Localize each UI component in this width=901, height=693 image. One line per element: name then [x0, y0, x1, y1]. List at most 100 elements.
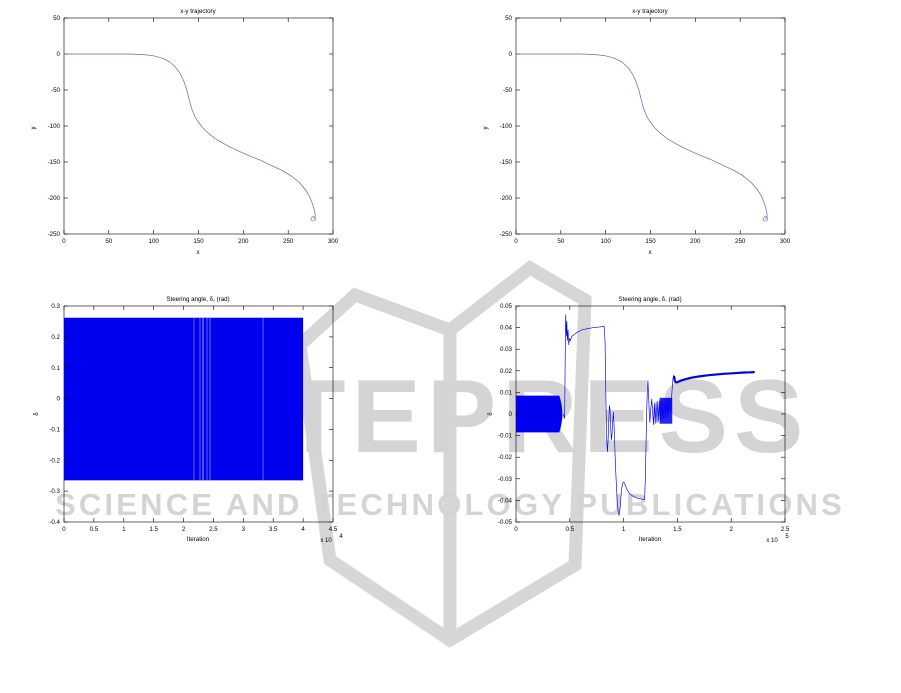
x-tick-label: 2: [729, 526, 733, 533]
x-tick-label: 1: [622, 526, 626, 533]
chart-title: x-y trajectory: [632, 8, 668, 15]
y-axis-label: δ: [487, 412, 494, 416]
y-tick-label: 0.3: [51, 303, 60, 310]
y-tick-labels: 0.05 0.04 0.03 0.02 0.01 0 -0.01 -0.02 -0.03 -0.0…: [498, 303, 513, 526]
x-tick-label: 4.5: [329, 526, 338, 533]
x-tick-label: 200: [690, 238, 701, 245]
x-tick-label: 50: [557, 238, 564, 245]
steering-trace: [563, 314, 754, 516]
y-tick-label: 0: [509, 51, 513, 58]
x-tick-label: 0: [62, 238, 66, 245]
y-tick-label: -200: [48, 195, 61, 202]
x-exponent-power: 4: [339, 534, 343, 540]
x-tick-label: 100: [601, 238, 612, 245]
chart-panel-top-left: x-y trajectory 0 50 100 150 200 250 300 …: [0, 0, 450, 270]
x-tick-label: 100: [149, 238, 160, 245]
plot-frame: [63, 17, 334, 235]
x-axis-label: x: [196, 249, 200, 256]
x-axis-label: Iteration: [187, 536, 210, 543]
x-tick-label: 2.5: [781, 526, 790, 533]
y-axis-label: y: [482, 126, 489, 130]
x-tick-label: 0: [514, 526, 518, 533]
x-tick-label: 1: [122, 526, 126, 533]
x-exponent-power: 5: [785, 534, 789, 540]
y-tick-label: -150: [500, 159, 513, 166]
steering-oscillation-band: [64, 317, 304, 481]
x-axis-exponent: x 10 5: [766, 534, 789, 544]
trajectory-curve: [516, 53, 768, 220]
x-tick-label: 1.5: [149, 526, 158, 533]
trajectory-end-marker: [762, 216, 768, 222]
y-tick-label: -250: [48, 231, 61, 238]
chart-panel-top-right: x-y trajectory 0 50 100 150 200 250 300 …: [452, 0, 901, 270]
x-axis-label: Iteration: [639, 536, 662, 543]
y-tick-label: 0.05: [500, 303, 513, 310]
x-tick-marks: [63, 18, 334, 234]
chart-title: Steering angle, δ, (rad): [618, 296, 681, 303]
x-tick-label: 200: [238, 238, 249, 245]
chart-panel-bottom-left: Steering angle, δ, (rad) 0 0.5 1 1.5 2 2…: [0, 288, 450, 568]
y-tick-label: 0.03: [500, 346, 513, 353]
x-tick-label: 250: [283, 238, 294, 245]
damped-burst-block: [659, 397, 673, 424]
x-tick-label: 0: [514, 238, 518, 245]
y-tick-label: 0: [57, 396, 61, 403]
chart-panel-bottom-right: Steering angle, δ, (rad) 0 0.5 1 1.5 2 2…: [452, 288, 901, 568]
y-tick-label: -0.05: [498, 519, 513, 526]
trajectory-end-marker: [310, 216, 316, 222]
x-tick-label: 0: [62, 526, 66, 533]
y-tick-label: 50: [505, 15, 512, 22]
x-tick-label: 2: [182, 526, 186, 533]
y-tick-label: 0.04: [500, 325, 513, 332]
x-exponent-base: x 10: [320, 538, 332, 544]
y-tick-label: -100: [48, 123, 61, 130]
x-tick-label: 0.5: [90, 526, 99, 533]
x-tick-marks: [515, 18, 786, 234]
y-axis-label: y: [30, 126, 37, 130]
y-tick-marks: [64, 17, 333, 235]
steering-signal-trace: [516, 314, 755, 516]
x-tick-label: 4: [301, 526, 305, 533]
y-tick-label: -0.04: [498, 497, 513, 504]
plot-frame: [515, 17, 786, 235]
y-tick-label: -0.3: [49, 488, 60, 495]
x-tick-label: 3: [242, 526, 246, 533]
y-tick-label: 0.2: [51, 334, 60, 341]
y-tick-marks: [516, 17, 785, 235]
x-axis-label: x: [648, 249, 652, 256]
x-exponent-base: x 10: [766, 538, 778, 544]
y-tick-label: 0.1: [51, 365, 60, 372]
y-tick-label: -0.2: [49, 457, 60, 464]
x-tick-label: 150: [193, 238, 204, 245]
y-tick-label: -0.02: [498, 454, 513, 461]
y-tick-label: -50: [51, 87, 61, 94]
x-axis-exponent: x 10 4: [320, 534, 343, 544]
y-tick-label: -50: [503, 87, 513, 94]
x-tick-label: 1.5: [673, 526, 682, 533]
initial-oscillation-blob: [516, 395, 563, 433]
x-tick-label: 300: [780, 238, 791, 245]
y-tick-label: 0.02: [500, 368, 513, 375]
y-tick-label: -250: [500, 231, 513, 238]
y-tick-label: 0: [57, 51, 61, 58]
x-tick-label: 150: [645, 238, 656, 245]
y-tick-label: 50: [53, 15, 60, 22]
trajectory-curve: [64, 53, 316, 220]
x-tick-label: 250: [735, 238, 746, 245]
settled-branch: [673, 371, 755, 384]
oscillation-band: [64, 317, 304, 481]
x-tick-label: 3.5: [269, 526, 278, 533]
y-tick-label: -0.03: [498, 476, 513, 483]
y-tick-label: -0.1: [49, 427, 60, 434]
x-tick-label: 50: [105, 238, 112, 245]
y-tick-label: 0: [509, 411, 513, 418]
y-axis-label: δ: [33, 412, 40, 416]
x-tick-label: 2.5: [209, 526, 218, 533]
y-tick-label: -0.4: [49, 519, 60, 526]
chart-title: x-y trajectory: [180, 8, 216, 15]
chart-title: Steering angle, δ, (rad): [166, 296, 229, 303]
y-tick-label: -200: [500, 195, 513, 202]
x-tick-label: 300: [328, 238, 339, 245]
y-tick-label: -150: [48, 159, 61, 166]
x-tick-label: 0.5: [565, 526, 574, 533]
